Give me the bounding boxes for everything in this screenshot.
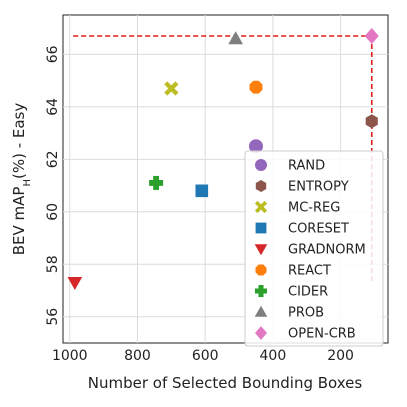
point-coreset: [195, 184, 209, 198]
legend-box: [244, 150, 384, 347]
legend-marker-rand: [255, 159, 267, 171]
point-cider: [149, 175, 164, 190]
point-prob: [228, 31, 244, 45]
point-rand: [248, 139, 263, 154]
point-open-crb: [364, 27, 379, 45]
x-tick-label: 600: [192, 348, 219, 364]
point-mc-reg: [164, 81, 179, 96]
legend-marker-coreset: [255, 222, 267, 234]
legend-label: CIDER: [288, 285, 328, 300]
legend-label: CORESET: [288, 222, 349, 237]
y-axis-label: BEV mAPH(%) - Easy: [10, 103, 33, 256]
point-entropy: [365, 114, 378, 129]
legend-marker-cider: [255, 285, 267, 297]
legend-label: PROB: [288, 306, 324, 321]
point-react: [249, 80, 263, 94]
legend-marker-entropy: [255, 180, 267, 192]
legend-label: ENTROPY: [288, 180, 349, 195]
legend-marker-mc-reg: [254, 200, 268, 214]
x-tick-label: 1000: [52, 348, 88, 364]
legend-label: OPEN-CRB: [288, 327, 356, 342]
legend-marker-gradnorm: [254, 244, 268, 256]
legend-label: GRADNORM: [288, 243, 366, 258]
y-tick-label: 58: [45, 255, 61, 273]
legend-marker-open-crb: [255, 326, 267, 340]
legend-label: MC-REG: [288, 201, 340, 216]
point-gradnorm: [67, 277, 83, 290]
y-tick-label: 56: [45, 308, 61, 326]
x-axis-label: Number of Selected Bounding Boxes: [88, 374, 363, 392]
legend-marker-react: [255, 264, 267, 276]
y-tick-label: 64: [45, 98, 61, 116]
data-points: [67, 27, 379, 290]
x-tick-label: 200: [327, 348, 354, 364]
y-tick-labels: 56 58 60 62 64 66: [45, 45, 61, 325]
x-tick-label: 800: [124, 348, 151, 364]
y-tick-label: 66: [45, 45, 61, 63]
legend-marker-prob: [254, 305, 268, 317]
x-tick-label: 400: [260, 348, 287, 364]
legend-label: REACT: [288, 264, 331, 279]
legend-label: RAND: [288, 159, 325, 174]
x-tick-labels: 1000 800 600 400 200: [52, 348, 354, 364]
y-tick-label: 62: [45, 150, 61, 168]
legend: RAND ENTROPY MC-REG CORESET GRADNORM REACT CID…: [244, 150, 384, 347]
y-tick-label: 60: [45, 203, 61, 221]
